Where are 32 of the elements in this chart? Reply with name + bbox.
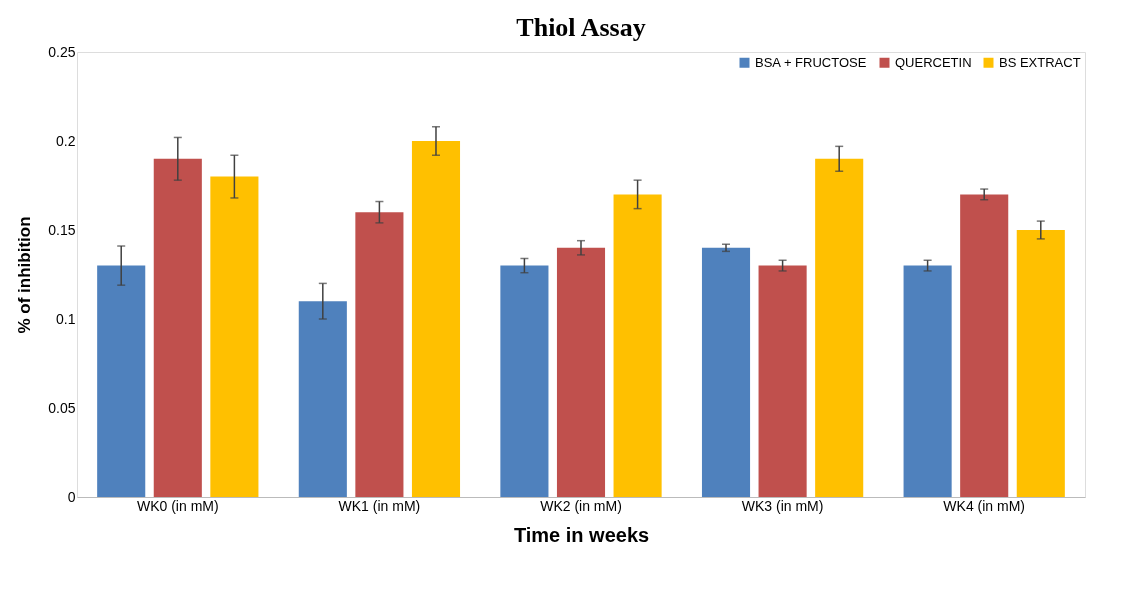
y-tick-label: 0.05 xyxy=(48,399,76,416)
bar xyxy=(556,247,606,497)
bar xyxy=(815,158,864,497)
y-tick-label: 0.1 xyxy=(56,310,76,327)
bar xyxy=(97,265,146,497)
y-axis-title: % of inhibition xyxy=(15,216,35,334)
bar xyxy=(210,176,259,497)
bar xyxy=(298,301,347,497)
bar xyxy=(355,212,404,497)
legend-label: BS EXTRACT xyxy=(999,54,1081,70)
y-tick-label: 0.15 xyxy=(48,221,76,238)
legend-label: QUERCETIN xyxy=(895,54,972,70)
chart-title: Thiol Assay xyxy=(516,13,646,42)
bar xyxy=(701,247,751,497)
bar xyxy=(960,194,1009,497)
bar xyxy=(153,158,202,497)
y-tick-label: 0.2 xyxy=(56,132,76,149)
legend-label: BSA + FRUCTOSE xyxy=(755,54,867,70)
bar xyxy=(758,265,807,497)
x-tick-label: WK3 (in mM) xyxy=(741,497,824,514)
bar xyxy=(411,141,461,497)
bar xyxy=(500,265,549,497)
x-tick-label: WK4 (in mM) xyxy=(943,497,1026,514)
x-tick-label: WK2 (in mM) xyxy=(540,497,622,514)
x-axis-title: Time in weeks xyxy=(513,523,650,546)
bar xyxy=(903,265,952,497)
y-tick-label: 0.25 xyxy=(48,43,76,60)
bar xyxy=(613,194,662,497)
bar xyxy=(1016,230,1065,497)
y-tick-label: 0 xyxy=(67,488,76,505)
x-tick-label: WK1 (in mM) xyxy=(338,497,421,514)
x-tick-label: WK0 (in mM) xyxy=(136,497,219,514)
